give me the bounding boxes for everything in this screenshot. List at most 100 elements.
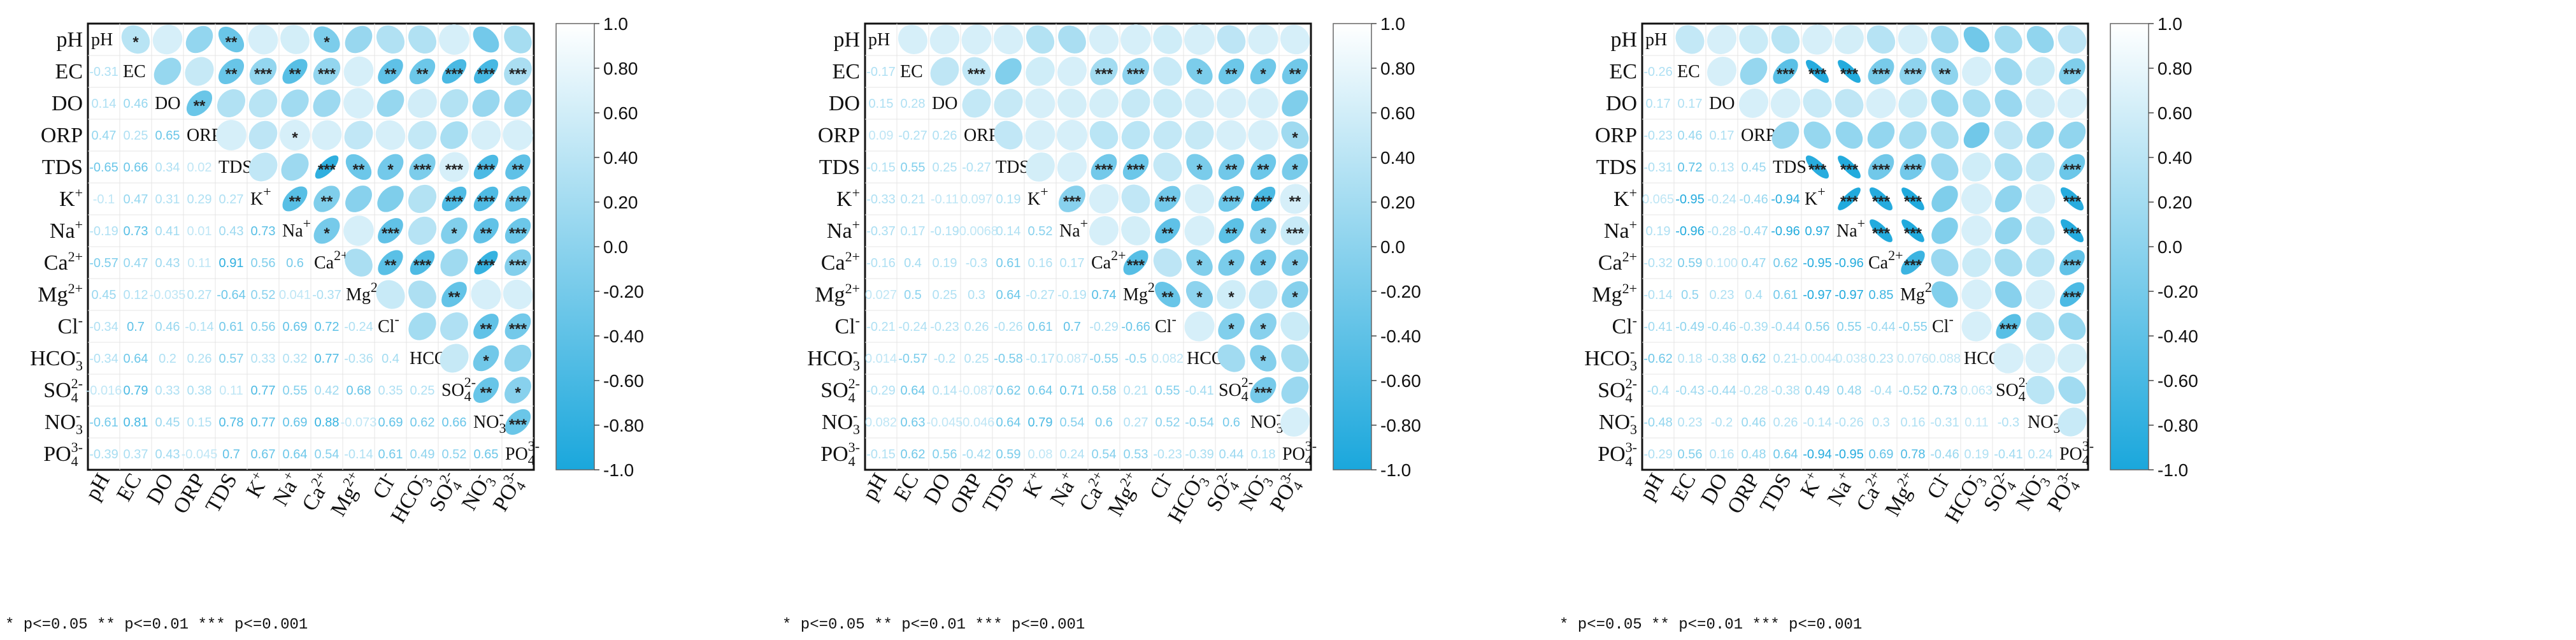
panel-2: pHECDOORPTDSK+Na+Ca2+Mg2+Cl-HCO3-SO42-NO…: [782, 14, 1421, 634]
correlation-value: -0.2: [934, 352, 955, 366]
correlation-value: 0.46: [1742, 416, 1766, 430]
correlation-value: 0.52: [442, 447, 467, 462]
diagonal-label: Cl-: [1932, 311, 1954, 337]
correlation-value: -0.0068: [955, 224, 998, 238]
correlation-ellipse: [343, 215, 374, 246]
significance-marker: ***: [1808, 66, 1827, 83]
correlation-ellipse: [377, 185, 404, 212]
correlation-ellipse: [1122, 154, 1149, 180]
correlation-ellipse: [1250, 249, 1277, 276]
correlation-ellipse: [409, 58, 436, 85]
correlation-ellipse: [1993, 343, 2024, 374]
correlation-ellipse: [503, 279, 533, 310]
correlation-value: 0.56: [1678, 447, 1703, 462]
correlation-ellipse: [2026, 375, 2055, 405]
correlation-value: 0.15: [187, 416, 212, 430]
correlation-ellipse: [1707, 56, 1737, 87]
correlation-ellipse: [1961, 311, 1992, 342]
diagonal-label: DO: [155, 94, 180, 113]
correlation-ellipse: [1961, 279, 1992, 310]
correlation-ellipse: [313, 217, 340, 244]
correlation-ellipse: [504, 89, 532, 117]
correlation-ellipse: [1250, 58, 1277, 85]
correlation-value: 0.45: [1742, 161, 1766, 175]
correlation-value: 0.52: [251, 288, 276, 302]
colorbar-tick-label: -1.0: [2157, 460, 2188, 480]
correlation-value: 0.29: [187, 193, 212, 207]
correlation-value: 0.21: [1773, 352, 1798, 366]
correlation-ellipse: [473, 59, 499, 84]
correlation-ellipse: [1280, 407, 1310, 437]
diagonal-label: SO42-: [441, 374, 476, 404]
correlation-value: 0.3: [1872, 416, 1890, 430]
correlation-value: 0.77: [251, 384, 276, 398]
correlation-ellipse: [471, 279, 501, 310]
significance-marker: ***: [254, 66, 273, 83]
panel-1: pHECDOORPTDSK+Na+Ca2+Mg2+Cl-HCO3-SO42-NO…: [5, 14, 644, 634]
correlation-value: 0.54: [1060, 416, 1085, 430]
row-label: SO42-: [43, 375, 83, 405]
correlation-ellipse: [1219, 218, 1244, 244]
correlation-value: -0.44: [1866, 320, 1896, 334]
correlation-ellipse: [217, 89, 246, 118]
correlation-value: -0.27: [1026, 288, 1055, 302]
correlation-value: 0.62: [1773, 256, 1798, 270]
correlation-value: 0.62: [410, 416, 435, 430]
correlation-value: -0.15: [866, 447, 896, 462]
row-label: TDS: [819, 156, 860, 179]
correlation-value: 0.4: [382, 352, 399, 366]
correlation-ellipse: [1994, 185, 2022, 213]
correlation-ellipse: [961, 24, 992, 55]
correlation-ellipse: [2026, 312, 2055, 341]
correlation-ellipse: [1218, 313, 1245, 340]
significance-marker: **: [1226, 161, 1238, 178]
correlation-value: 0.31: [155, 193, 180, 207]
correlation-ellipse: [280, 120, 310, 150]
correlation-ellipse: [1153, 248, 1182, 277]
correlation-value: -0.035: [150, 288, 186, 302]
correlation-ellipse: [504, 377, 531, 404]
colorbar-tick-label: -0.40: [603, 326, 644, 346]
correlation-ellipse: [1866, 88, 1896, 119]
correlation-ellipse: [1838, 156, 1861, 178]
correlation-ellipse: [1805, 59, 1829, 84]
correlation-ellipse: [994, 89, 1023, 118]
significance-marker: *: [292, 129, 298, 147]
significance-marker: *: [483, 353, 489, 370]
correlation-ellipse: [2026, 57, 2055, 86]
correlation-value: 0.62: [901, 447, 926, 462]
column-label: ORP: [1723, 470, 1764, 518]
correlation-ellipse: [377, 154, 404, 180]
column-label: SO42-: [1977, 468, 2022, 517]
correlation-value: -0.4: [1870, 384, 1892, 398]
correlation-value: -0.23: [930, 320, 959, 334]
correlation-value: -0.17: [1026, 352, 1055, 366]
correlation-value: 0.61: [996, 256, 1021, 270]
correlation-value: -0.016: [86, 384, 122, 398]
significance-marker: *: [324, 34, 330, 51]
correlation-value: 0.55: [1837, 320, 1862, 334]
correlation-ellipse: [504, 313, 531, 340]
correlation-value: 0.56: [251, 256, 276, 270]
correlation-value: 0.23: [1678, 416, 1703, 430]
correlation-value: 0.54: [1092, 447, 1117, 462]
correlation-value: -0.29: [1643, 447, 1673, 462]
significance-marker: *: [1292, 129, 1298, 147]
correlation-ellipse: [2059, 154, 2086, 180]
correlation-value: 0.48: [1742, 447, 1766, 462]
correlation-value: 0.48: [1837, 384, 1862, 398]
correlation-ellipse: [1280, 184, 1310, 214]
significance-marker: ***: [445, 161, 464, 178]
correlation-value: 0.68: [347, 384, 371, 398]
correlation-ellipse: [1282, 249, 1308, 276]
diagonal-label: PO43-: [2059, 438, 2094, 468]
diagonal-label: NO3-: [1250, 406, 1283, 436]
correlation-value: 0.79: [1028, 416, 1053, 430]
correlation-value: 0.61: [1773, 288, 1798, 302]
row-label: Na+: [50, 217, 83, 243]
correlation-value: -0.43: [1675, 384, 1705, 398]
correlation-value: 0.45: [92, 288, 117, 302]
correlation-value: 0.27: [187, 288, 212, 302]
correlation-value: 0.88: [315, 416, 340, 430]
significance-marker: ***: [1840, 66, 1859, 83]
